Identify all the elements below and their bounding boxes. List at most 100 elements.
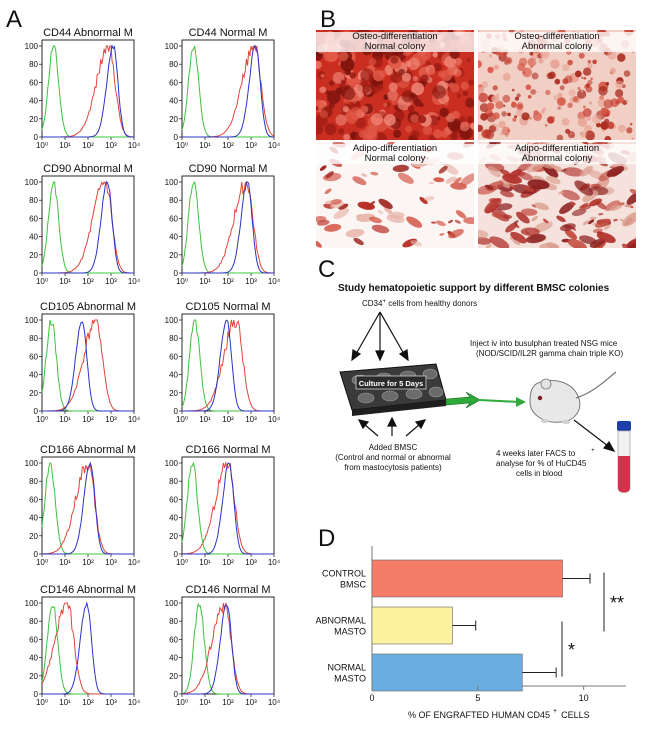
- stained-cell: [567, 238, 587, 248]
- stain-spot: [521, 112, 530, 121]
- stained-cell: [531, 204, 537, 208]
- stain-spot: [372, 69, 385, 82]
- y-tick-label: 80: [169, 334, 178, 343]
- control-isotype-curve: [181, 180, 274, 274]
- stain-spot: [502, 94, 511, 103]
- y-tick-label: 0: [174, 407, 179, 416]
- stained-cell: [516, 211, 530, 224]
- stain-spot: [355, 117, 367, 129]
- bar: [371, 559, 563, 598]
- stain-spot: [516, 103, 524, 111]
- histogram: CD146 Abnormal M 0 20 40 60 80 100 10⁰ 10¹ 10² 10³…: [25, 584, 141, 707]
- y-tick-label: 20: [169, 532, 178, 541]
- x-tick-label: 10¹: [199, 141, 211, 150]
- x-tick-label: 10⁴: [128, 141, 141, 150]
- stained-cell: [333, 208, 350, 219]
- stained-cell: [383, 206, 393, 214]
- histogram-title: CD146 Abnormal M: [40, 584, 136, 596]
- panel-a-histograms: CD44 Abnormal M 0 20 40 60 80 100 10⁰ 10¹ 10² 10³ 1…: [25, 27, 281, 707]
- stain-spot: [626, 127, 633, 134]
- stain-spot: [582, 108, 592, 117]
- stained-cell: [603, 224, 611, 230]
- stain-spot: [325, 90, 331, 95]
- stained-cell: [378, 198, 393, 209]
- stained-cell: [513, 220, 519, 224]
- x-tick-label: 10⁰: [176, 141, 188, 150]
- stain-spot: [502, 72, 511, 81]
- histogram-title: CD44 Normal M: [189, 27, 268, 39]
- stain-spot: [392, 129, 402, 139]
- osteo-abnormal-micrograph: Osteo-differentiation Abnormal colony: [478, 30, 636, 140]
- stain-spot: [459, 116, 466, 123]
- stained-cell: [316, 240, 322, 248]
- y-tick-label: 0: [34, 690, 39, 699]
- stain-spot: [420, 49, 432, 61]
- x-axis-label-end: CELLS: [561, 710, 590, 720]
- normal-curve: [42, 181, 134, 274]
- stain-spot: [606, 121, 615, 130]
- panel-letter-b: B: [320, 6, 336, 33]
- stained-cell: [377, 209, 384, 215]
- y-tick-label: 0: [174, 269, 179, 278]
- x-tick-label: 10³: [105, 698, 117, 707]
- stained-cell: [609, 204, 622, 211]
- stain-spot: [522, 67, 532, 78]
- x-tick-label: 10⁰: [36, 141, 48, 150]
- stained-cell: [454, 219, 461, 224]
- stained-cell: [579, 204, 591, 210]
- stain-spot: [459, 121, 470, 132]
- stain-spot: [514, 115, 518, 119]
- stained-cell: [352, 176, 367, 186]
- y-tick-label: 20: [169, 672, 178, 681]
- stained-cell: [324, 200, 332, 205]
- culture-label-box: [355, 375, 427, 390]
- x-tick-label: 10²: [82, 277, 94, 286]
- stain-spot: [411, 130, 420, 139]
- stain-spot: [531, 72, 539, 80]
- stain-spot: [618, 124, 626, 133]
- stain-spot: [470, 122, 474, 130]
- stain-spot: [316, 60, 322, 70]
- stained-cell: [564, 229, 578, 240]
- y-tick-label: 80: [29, 334, 38, 343]
- y-tick-label: 80: [29, 477, 38, 486]
- x-tick-label: 10⁰: [176, 415, 188, 424]
- micrograph-label: Adipo-differentiation Abnormal colony: [478, 144, 636, 164]
- y-tick-label: 60: [169, 352, 178, 361]
- stain-spot: [440, 130, 449, 138]
- stain-spot: [351, 98, 357, 104]
- stained-cell: [526, 233, 546, 244]
- x-tick-label: 10³: [245, 558, 257, 567]
- stained-cell: [525, 230, 530, 235]
- y-tick-label: 80: [29, 617, 38, 626]
- stain-spot: [553, 95, 558, 100]
- histogram-title: CD90 Normal M: [189, 163, 268, 175]
- y-tick-label: 20: [29, 251, 38, 260]
- x-tick-label: 10: [579, 693, 589, 703]
- stained-cell: [453, 177, 462, 184]
- stain-spot: [545, 124, 548, 127]
- y-tick-label: 20: [29, 672, 38, 681]
- stain-spot: [577, 86, 581, 91]
- stained-cell: [559, 201, 575, 214]
- stain-spot: [595, 122, 601, 128]
- stain-spot: [480, 112, 488, 121]
- stained-cell: [579, 165, 594, 177]
- normal-curve: [182, 462, 274, 555]
- stain-spot: [456, 93, 462, 98]
- stained-cell: [626, 191, 636, 205]
- stain-spot: [607, 50, 617, 60]
- y-tick-label: 0: [174, 550, 179, 559]
- stain-spot: [493, 64, 499, 70]
- osteo-normal-micrograph: Osteo-differentiation Normal colony: [316, 30, 474, 140]
- x-tick-label: 10⁴: [268, 698, 281, 707]
- x-tick-label: 10²: [82, 698, 94, 707]
- x-tick-label: 10¹: [59, 415, 71, 424]
- stain-spot: [407, 105, 415, 113]
- stained-cell: [533, 221, 553, 233]
- x-tick-label: 0: [369, 693, 374, 703]
- stain-spot: [338, 128, 345, 135]
- y-tick-label: 40: [29, 654, 38, 663]
- stained-cell: [560, 168, 567, 173]
- stain-spot: [356, 90, 364, 97]
